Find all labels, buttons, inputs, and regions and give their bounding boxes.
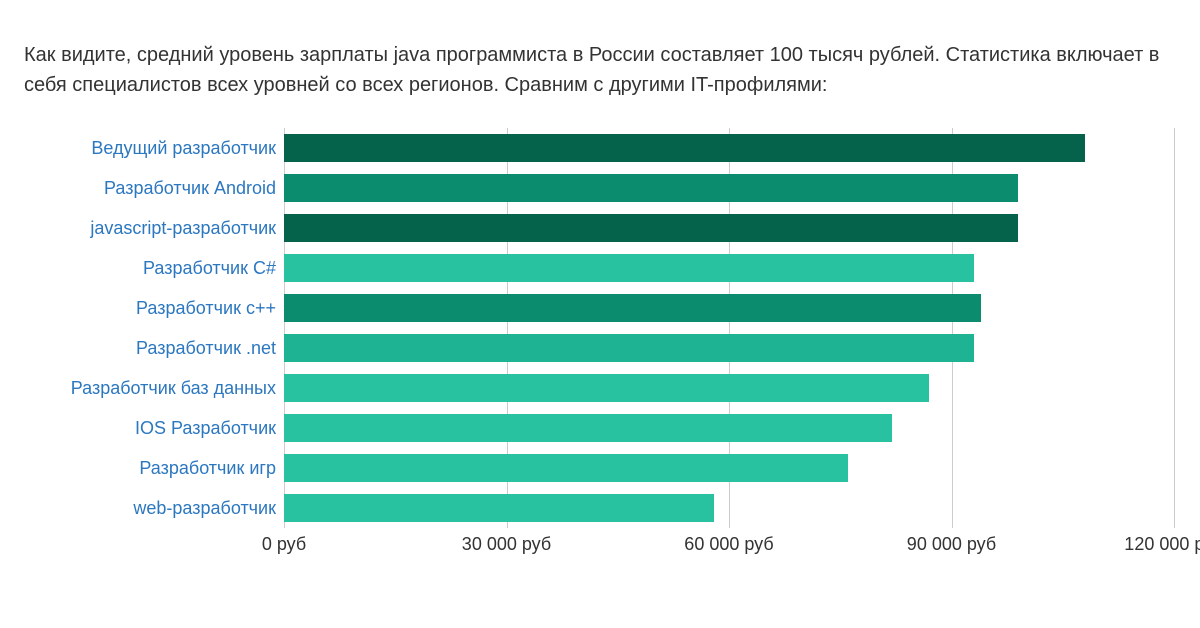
bar-row: Разработчик Android: [24, 168, 1174, 208]
bar: [284, 454, 848, 482]
x-axis: 0 руб30 000 руб60 000 руб90 000 руб120 0…: [24, 534, 1174, 568]
intro-paragraph: Как видите, средний уровень зарплаты jav…: [24, 40, 1176, 100]
bar-row: Разработчик C#: [24, 248, 1174, 288]
bar: [284, 294, 981, 322]
bar: [284, 374, 929, 402]
bar-track: [284, 368, 1174, 408]
bar-track: [284, 328, 1174, 368]
bar: [284, 254, 974, 282]
category-label: Разработчик c++: [24, 298, 284, 319]
category-label: Разработчик игр: [24, 458, 284, 479]
bars-container: Ведущий разработчик Разработчик Android ja…: [24, 128, 1174, 528]
salary-bar-chart: Ведущий разработчик Разработчик Android ja…: [24, 128, 1174, 568]
bar: [284, 214, 1018, 242]
bar-track: [284, 288, 1174, 328]
bar: [284, 334, 974, 362]
bar-track: [284, 488, 1174, 528]
bar-row: web-разработчик: [24, 488, 1174, 528]
x-tick-label: 30 000 руб: [462, 534, 551, 555]
x-tick-label: 60 000 руб: [684, 534, 773, 555]
x-tick-label: 90 000 руб: [907, 534, 996, 555]
category-label: IOS Разработчик: [24, 418, 284, 439]
bar-row: Ведущий разработчик: [24, 128, 1174, 168]
bar-track: [284, 448, 1174, 488]
x-axis-ticks: 0 руб30 000 руб60 000 руб90 000 руб120 0…: [284, 534, 1174, 568]
bar: [284, 414, 892, 442]
category-label: Разработчик .net: [24, 338, 284, 359]
category-label: web-разработчик: [24, 498, 284, 519]
bar-track: [284, 408, 1174, 448]
bar-row: Разработчик игр: [24, 448, 1174, 488]
category-label: Ведущий разработчик: [24, 138, 284, 159]
bar-track: [284, 128, 1174, 168]
category-label: javascript-разработчик: [24, 218, 284, 239]
bar-track: [284, 168, 1174, 208]
bar: [284, 134, 1085, 162]
bar-row: Разработчик баз данных: [24, 368, 1174, 408]
bar-row: Разработчик c++: [24, 288, 1174, 328]
bar-track: [284, 208, 1174, 248]
bar-row: IOS Разработчик: [24, 408, 1174, 448]
category-label: Разработчик баз данных: [24, 378, 284, 399]
category-label: Разработчик Android: [24, 178, 284, 199]
x-tick-label: 120 000 руб: [1124, 534, 1200, 555]
x-tick-label: 0 руб: [262, 534, 306, 555]
bar-row: Разработчик .net: [24, 328, 1174, 368]
gridline: [1174, 128, 1175, 528]
bar: [284, 494, 714, 522]
bar-track: [284, 248, 1174, 288]
bar: [284, 174, 1018, 202]
bar-row: javascript-разработчик: [24, 208, 1174, 248]
category-label: Разработчик C#: [24, 258, 284, 279]
